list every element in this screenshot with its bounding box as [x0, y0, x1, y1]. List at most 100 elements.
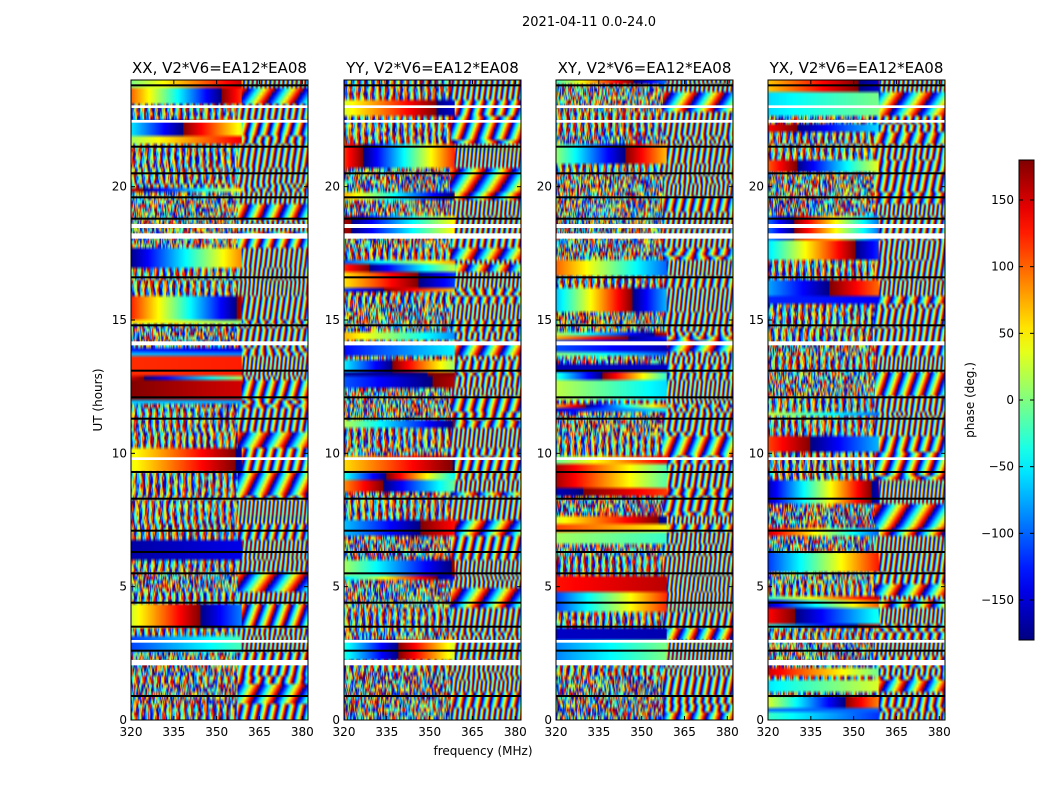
- flagged-gap: [556, 233, 733, 239]
- separator-line: [768, 551, 945, 553]
- colorbar-tick-label: −100: [981, 526, 1014, 540]
- y-tick-label: 10: [112, 446, 127, 460]
- flagged-gap: [344, 660, 521, 666]
- colorbar-tick-label: 50: [999, 326, 1014, 340]
- separator-line: [556, 649, 733, 652]
- y-tick-label: 0: [544, 713, 552, 727]
- x-tick-label: 350: [842, 725, 865, 739]
- panel-xy: XY, V2*V6=EA12*EA08 320 335 350 365 380 0 5 10 15…: [537, 59, 739, 739]
- separator-line: [344, 276, 521, 279]
- separator-line: [768, 276, 945, 279]
- separator-line: [344, 196, 521, 199]
- separator-line: [131, 572, 308, 575]
- separator-line: [768, 172, 945, 175]
- separator-line: [556, 497, 733, 500]
- separator-line: [556, 625, 733, 628]
- separator-line: [768, 369, 945, 372]
- separator-line: [131, 196, 308, 199]
- flagged-gap: [556, 341, 733, 346]
- x-tick-label: 320: [120, 725, 143, 739]
- y-tick-label: 5: [756, 580, 764, 594]
- colorbar-tick-label: 150: [991, 193, 1014, 207]
- panel-title: XX, V2*V6=EA12*EA08: [132, 59, 307, 77]
- flagged-gap: [768, 233, 945, 239]
- panel-xx: XX, V2*V6=EA12*EA08 320 335 350 365 380 0 5 10 15…: [112, 59, 314, 739]
- separator-line: [556, 471, 733, 473]
- panel-title: YX, V2*V6=EA12*EA08: [769, 59, 944, 77]
- separator-line: [556, 196, 733, 199]
- x-tick-label: 350: [418, 725, 441, 739]
- y-tick-label: 10: [749, 446, 764, 460]
- panels: XX, V2*V6=EA12*EA08 320 335 350 365 380 0 5 10 15…: [112, 59, 951, 739]
- separator-line: [768, 695, 945, 697]
- separator-line: [768, 471, 945, 473]
- x-tick-label: 335: [587, 725, 610, 739]
- flagged-gap: [344, 224, 521, 228]
- x-tick-label: 365: [673, 725, 696, 739]
- x-tick-label: 380: [291, 725, 314, 739]
- colorbar-label: phase (deg.): [963, 362, 977, 438]
- separator-line: [768, 84, 945, 87]
- separator-line: [768, 396, 945, 399]
- x-tick-label: 380: [928, 725, 951, 739]
- panel-yx: YX, V2*V6=EA12*EA08 320 335 350 365 380 0 5 10 15…: [749, 59, 951, 739]
- flagged-gap: [131, 105, 308, 108]
- separator-line: [131, 369, 308, 372]
- separator-line: [344, 396, 521, 399]
- separator-line: [131, 695, 308, 697]
- x-tick-label: 335: [799, 725, 822, 739]
- separator-line: [344, 601, 521, 604]
- flagged-gap: [556, 457, 733, 460]
- flagged-gap: [344, 105, 521, 108]
- y-tick-label: 0: [332, 713, 340, 727]
- separator-line: [768, 529, 945, 532]
- panel-title: YY, V2*V6=EA12*EA08: [345, 59, 519, 77]
- separator-line: [768, 196, 945, 199]
- panel-frame: [555, 79, 734, 721]
- flagged-gap: [556, 640, 733, 643]
- separator-line: [131, 417, 308, 420]
- y-tick-label: 5: [119, 580, 127, 594]
- flagged-gap: [131, 341, 308, 346]
- separator-line: [344, 324, 521, 327]
- flagged-gap: [768, 660, 945, 666]
- flagged-gap: [768, 640, 945, 643]
- panel-yy: YY, V2*V6=EA12*EA08 320 335 350 365 380 0 5 10 15…: [325, 59, 527, 739]
- separator-line: [768, 649, 945, 652]
- panel-frame: [343, 79, 522, 721]
- separator-line: [344, 172, 521, 175]
- x-tick-label: 365: [885, 725, 908, 739]
- separator-line: [556, 601, 733, 604]
- x-tick-label: 365: [461, 725, 484, 739]
- flagged-gap: [131, 457, 308, 460]
- panel-frame: [130, 79, 309, 721]
- separator-line: [131, 396, 308, 399]
- flagged-gap: [344, 341, 521, 346]
- separator-line: [131, 471, 308, 473]
- separator-line: [344, 551, 521, 553]
- separator-line: [344, 529, 521, 532]
- separator-line: [344, 369, 521, 372]
- x-tick-label: 380: [716, 725, 739, 739]
- separator-line: [768, 417, 945, 420]
- x-tick-label: 350: [205, 725, 228, 739]
- x-tick-label: 320: [757, 725, 780, 739]
- separator-line: [556, 324, 733, 327]
- separator-line: [344, 84, 521, 87]
- y-tick-label: 20: [325, 180, 340, 194]
- y-tick-label: 0: [119, 713, 127, 727]
- separator-line: [344, 145, 521, 148]
- y-tick-label: 0: [756, 713, 764, 727]
- separator-line: [131, 84, 308, 87]
- separator-line: [344, 217, 521, 220]
- flagged-gap: [344, 640, 521, 643]
- flagged-gap: [556, 224, 733, 228]
- separator-line: [131, 551, 308, 553]
- figure-title: 2021-04-11 0.0-24.0: [522, 15, 656, 30]
- separator-line: [556, 84, 733, 87]
- x-tick-label: 350: [630, 725, 653, 739]
- y-tick-label: 20: [537, 180, 552, 194]
- phase-heatmap: [131, 80, 308, 720]
- separator-line: [131, 217, 308, 220]
- y-tick-label: 15: [749, 313, 764, 327]
